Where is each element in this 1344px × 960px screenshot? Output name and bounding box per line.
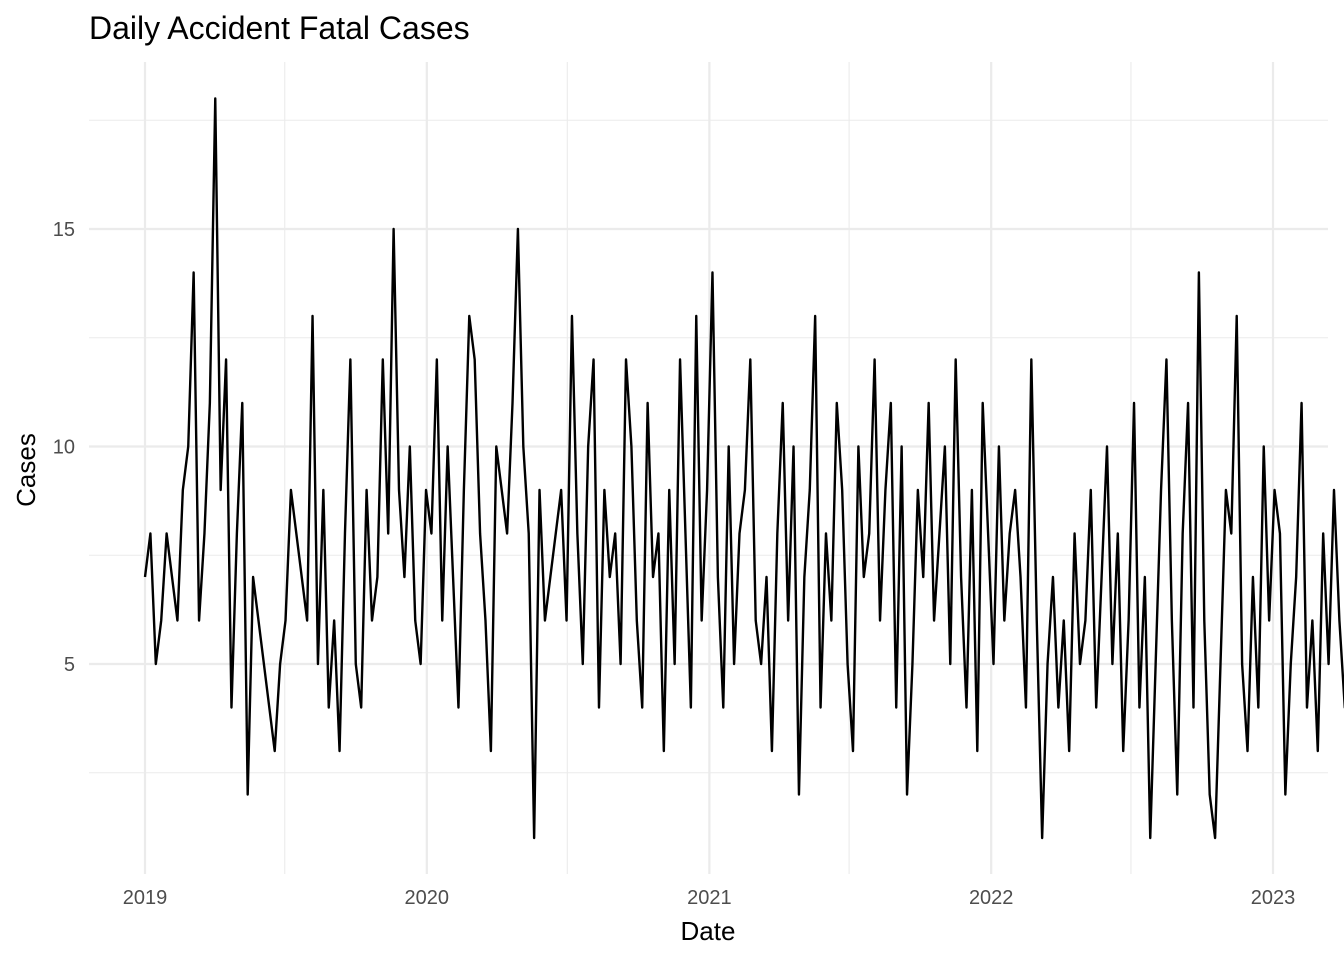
x-tick-label: 2023 xyxy=(1251,887,1296,909)
chart-title: Daily Accident Fatal Cases xyxy=(89,10,470,46)
x-tick-label: 2021 xyxy=(687,887,732,909)
x-axis-title: Date xyxy=(681,916,736,946)
x-tick-label: 2019 xyxy=(123,887,168,909)
y-tick-label: 5 xyxy=(64,654,75,676)
y-axis-tick-labels: 5 10 15 xyxy=(53,219,75,676)
x-tick-label: 2020 xyxy=(405,887,450,909)
series-line-daily-fatal-cases xyxy=(143,97,1344,840)
y-tick-label: 15 xyxy=(53,219,75,241)
y-axis-title: Cases xyxy=(11,433,41,507)
x-tick-label: 2022 xyxy=(969,887,1014,909)
x-axis-tick-labels: 2019 2020 2021 2022 2023 xyxy=(123,887,1296,909)
series-group xyxy=(143,97,1344,840)
y-tick-label: 10 xyxy=(53,437,75,459)
